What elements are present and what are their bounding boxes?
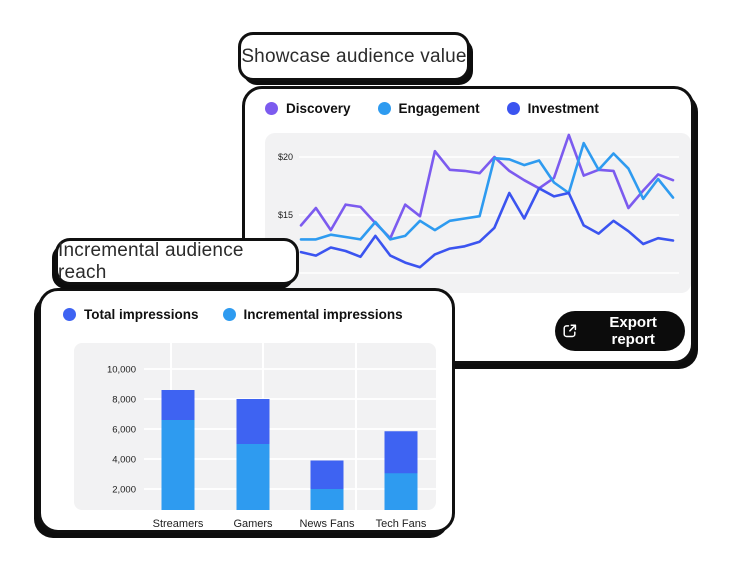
legend-item-total-impressions[interactable]: Total impressions: [63, 307, 199, 322]
legend-label-engagement: Engagement: [398, 101, 480, 116]
export-report-label: Export report: [609, 314, 657, 348]
svg-text:2,000: 2,000: [112, 485, 136, 496]
incremental-reach-card: Total impressions Incremental impression…: [38, 288, 455, 533]
line-chart-plot-area: $20 $15: [265, 133, 691, 293]
line-chart-svg: $20 $15: [278, 133, 679, 274]
legend-label-discovery: Discovery: [286, 101, 351, 116]
export-external-link-icon: [563, 324, 577, 338]
svg-text:4,000: 4,000: [112, 455, 136, 466]
legend-item-incremental-impressions[interactable]: Incremental impressions: [222, 307, 403, 322]
investment-dot-icon: [506, 102, 520, 115]
showcase-title-pill: Showcase audience value: [238, 32, 470, 81]
bar-chart-svg: 10,000 8,000 6,000 4,000 2,000: [107, 343, 436, 510]
legend-item-discovery[interactable]: Discovery: [265, 101, 351, 116]
bar-chart-legend: Total impressions Incremental impression…: [63, 307, 403, 322]
bar-chart-plot-area: 10,000 8,000 6,000 4,000 2,000: [74, 343, 436, 510]
bar-category-label-gamers: Gamers: [233, 518, 273, 530]
bar-category-label-news-fans: News Fans: [299, 518, 355, 530]
legend-item-investment[interactable]: Investment: [506, 101, 599, 116]
showcase-title: Showcase audience value: [241, 45, 467, 67]
discovery-dot-icon: [265, 102, 278, 115]
legend-label-total-impressions: Total impressions: [84, 307, 199, 322]
engagement-dot-icon: [377, 102, 391, 115]
total-impressions-dot-icon: [63, 308, 76, 321]
legend-item-engagement[interactable]: Engagement: [377, 101, 480, 116]
legend-label-investment: Investment: [527, 101, 599, 116]
legend-label-incremental-impressions: Incremental impressions: [243, 307, 403, 322]
reach-title-pill: Incremental audience reach: [55, 238, 299, 285]
svg-text:6,000: 6,000: [112, 425, 136, 436]
svg-text:$15: $15: [278, 210, 293, 220]
svg-text:8,000: 8,000: [112, 395, 136, 406]
bar-category-label-tech-fans: Tech Fans: [375, 518, 427, 530]
incremental-impressions-dot-icon: [222, 308, 236, 321]
export-report-button[interactable]: Export report: [555, 311, 685, 351]
svg-text:10,000: 10,000: [107, 365, 136, 376]
svg-text:$20: $20: [278, 152, 293, 162]
line-chart-legend: Discovery Engagement Investment: [265, 101, 599, 116]
bar-category-label-streamers: Streamers: [152, 518, 204, 530]
reach-title: Incremental audience reach: [58, 239, 244, 283]
